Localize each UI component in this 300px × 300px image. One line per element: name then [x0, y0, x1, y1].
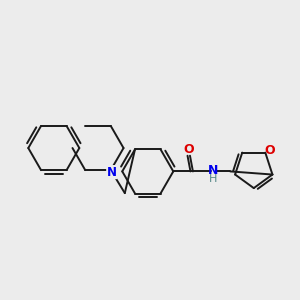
Text: O: O [184, 143, 194, 156]
Text: N: N [208, 164, 219, 177]
Text: O: O [264, 144, 274, 157]
Text: H: H [209, 174, 218, 184]
Text: N: N [107, 166, 117, 178]
